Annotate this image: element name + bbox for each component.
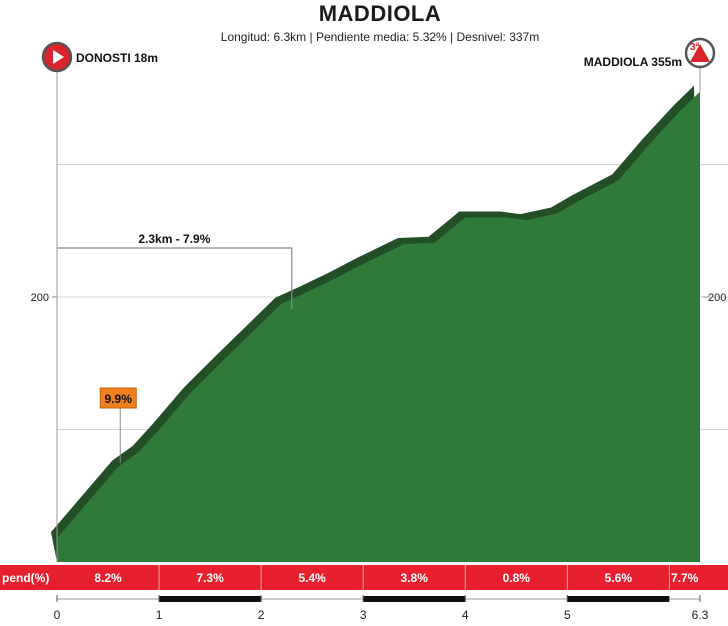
max-gradient-badge (99, 387, 137, 409)
x-tick-label: 3 (360, 608, 367, 622)
bracket-label: 2.3km - 7.9% (138, 232, 210, 246)
max-gradient-label: 9.9% (105, 392, 133, 406)
gradient-segment-value: 7.7% (671, 571, 699, 585)
x-tick-label: 5 (564, 608, 571, 622)
finish-label: MADDIOLA 355m (584, 55, 682, 69)
y-tick-label-right: 200 (708, 292, 726, 304)
gradient-strip-label: pend(%) (2, 571, 49, 585)
gradient-segment-value: 3.8% (401, 571, 429, 585)
profile-area (57, 91, 700, 562)
x-tick-label: 0 (54, 608, 61, 622)
x-tick-label: 2 (258, 608, 265, 622)
stat-separator: | (446, 30, 457, 44)
chart-title: MADDIOLA (318, 1, 442, 26)
elevation-gain-stat: Desnivel: 337m (456, 30, 540, 44)
gradient-segment-value: 8.2% (94, 571, 122, 585)
gradient-strip (0, 565, 728, 590)
km-axis-segment (159, 596, 262, 602)
stat-separator: | (306, 30, 316, 44)
chart-subtitle: Longitud: 6.3km | Pendiente media: 5.32%… (0, 30, 728, 44)
y-tick-label-left: 200 (31, 292, 49, 304)
climb-bracket (57, 247, 293, 309)
mountain-icon (690, 44, 710, 62)
category-label: 3ª (690, 42, 700, 53)
x-tick-label: 1 (156, 608, 163, 622)
start-label: DONOSTI 18m (76, 51, 158, 65)
km-axis-segment (567, 596, 670, 602)
gradient-segment-value: 0.8% (503, 571, 531, 585)
length-stat: Longitud: 6.3km (220, 30, 307, 44)
avg-gradient-stat: Pendiente media: 5.32% (315, 30, 447, 44)
km-axis-segment (363, 596, 466, 602)
gradient-segment-value: 5.6% (605, 571, 633, 585)
gradient-segment-value: 5.4% (298, 571, 326, 585)
play-triangle-icon (53, 50, 64, 64)
gradient-segment-value: 7.3% (196, 571, 224, 585)
x-tick-label: 6.3 (692, 608, 709, 622)
x-tick-label: 4 (462, 608, 469, 622)
